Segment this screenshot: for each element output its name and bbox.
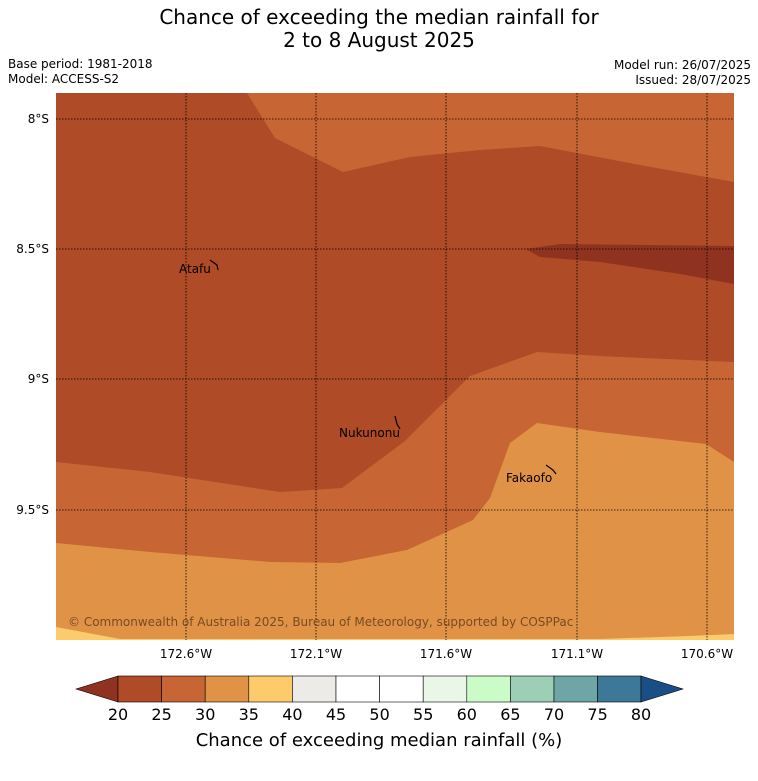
field-below-20 <box>526 244 734 284</box>
lon-label-171-1: 171.1°W <box>551 647 603 661</box>
colorbar-bin-45-50 <box>335 675 380 703</box>
colorbar-tick: 55 <box>413 705 434 724</box>
gridlines <box>56 93 734 640</box>
colorbar-tick: 30 <box>195 705 216 724</box>
colorbar-extend-low <box>74 675 119 703</box>
lat-label-9: 9°S <box>28 372 49 386</box>
colorbar-bin-60-65 <box>466 675 511 703</box>
colorbar-bin-50-55 <box>379 675 424 703</box>
colorbar-bin-35-40 <box>248 675 293 703</box>
place-labels: Atafu Nukunonu Fakaofo <box>179 262 552 485</box>
colorbar-tick: 65 <box>500 705 521 724</box>
place-label-nukunonu: Nukunonu <box>339 426 400 440</box>
issued-text: Issued: 28/07/2025 <box>635 73 751 87</box>
atoll-atafu-outline <box>209 259 219 271</box>
colorbar-bin-25-30 <box>161 675 206 703</box>
lat-label-8: 8°S <box>28 112 49 126</box>
colorbar-tick: 75 <box>587 705 608 724</box>
colorbar-bin-75-80 <box>597 675 642 703</box>
colorbar-tick: 25 <box>151 705 172 724</box>
colorbar-bin-55-60 <box>422 675 468 703</box>
copyright-text: © Commonwealth of Australia 2025, Bureau… <box>68 615 573 629</box>
colorbar-tick: 35 <box>238 705 259 724</box>
colorbar-bin-65-70 <box>510 675 555 703</box>
colorbar-tick: 45 <box>325 705 347 724</box>
latitude-labels: 8°S 8.5°S 9°S 9.5°S <box>16 112 49 517</box>
colorbar <box>74 675 685 703</box>
colorbar-bin-20-25 <box>117 675 162 703</box>
lon-label-172-6: 172.6°W <box>160 647 212 661</box>
lat-label-8-5: 8.5°S <box>16 242 49 256</box>
atoll-fakaofo-outline <box>545 464 557 475</box>
model-info: Base period: 1981-2018 Model: ACCESS-S2 <box>8 57 153 87</box>
lon-label-171-6: 171.6°W <box>420 647 472 661</box>
lon-label-172-1: 172.1°W <box>290 647 342 661</box>
field-35-40 <box>56 627 734 640</box>
colorbar-tick-labels: 20 25 30 35 40 45 50 55 60 65 70 75 80 <box>0 705 758 725</box>
field-25-30-top <box>247 93 734 182</box>
colorbar-bin-70-75 <box>553 675 598 703</box>
atoll-outlines <box>209 259 557 475</box>
colorbar-tick: 40 <box>282 705 303 724</box>
colorbar-tick: 80 <box>630 705 652 724</box>
field-30-35 <box>56 423 734 640</box>
atoll-nukunonu-outline <box>394 415 401 430</box>
colorbar-tick: 70 <box>543 705 565 724</box>
longitude-labels: 172.6°W 172.1°W 171.6°W 171.1°W 170.6°W <box>160 647 733 661</box>
lon-label-170-6: 170.6°W <box>681 647 733 661</box>
model-text: Model: ACCESS-S2 <box>8 72 120 86</box>
contour-fields <box>56 93 734 640</box>
colorbar-bin-40-45 <box>292 675 337 703</box>
run-info: Model run: 26/07/2025 Issued: 28/07/2025 <box>614 58 751 88</box>
place-label-fakaofo: Fakaofo <box>506 471 552 485</box>
chart-title: Chance of exceeding the median rainfall … <box>0 6 758 52</box>
colorbar-tick: 20 <box>107 705 129 724</box>
model-run-text: Model run: 26/07/2025 <box>613 58 751 72</box>
colorbar-tick: 50 <box>369 705 390 724</box>
colorbar-bin-30-35 <box>204 675 250 703</box>
title-line-1: Chance of exceeding the median rainfall … <box>159 5 599 29</box>
colorbar-tick: 60 <box>456 705 477 724</box>
title-line-2: 2 to 8 August 2025 <box>283 28 475 52</box>
lat-label-9-5: 9.5°S <box>16 503 49 517</box>
place-label-atafu: Atafu <box>179 262 211 276</box>
base-period-text: Base period: 1981-2018 <box>8 57 153 71</box>
colorbar-extend-high <box>640 675 685 703</box>
colorbar-title: Chance of exceeding median rainfall (%) <box>195 730 563 751</box>
